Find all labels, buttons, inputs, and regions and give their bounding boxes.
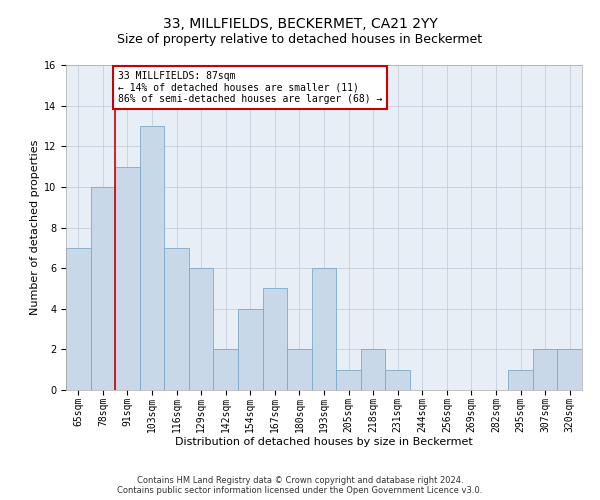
Bar — [361, 350, 385, 390]
Bar — [263, 288, 287, 390]
Text: Contains HM Land Registry data © Crown copyright and database right 2024.
Contai: Contains HM Land Registry data © Crown c… — [118, 476, 482, 495]
Y-axis label: Number of detached properties: Number of detached properties — [30, 140, 40, 315]
Bar — [336, 370, 361, 390]
Text: 33, MILLFIELDS, BECKERMET, CA21 2YY: 33, MILLFIELDS, BECKERMET, CA21 2YY — [163, 18, 437, 32]
Bar — [164, 248, 189, 390]
Bar — [557, 350, 582, 390]
Bar — [238, 308, 263, 390]
Bar — [287, 350, 312, 390]
Text: Size of property relative to detached houses in Beckermet: Size of property relative to detached ho… — [118, 32, 482, 46]
Bar — [91, 187, 115, 390]
Bar — [115, 166, 140, 390]
Bar — [312, 268, 336, 390]
Bar — [385, 370, 410, 390]
Bar — [189, 268, 214, 390]
X-axis label: Distribution of detached houses by size in Beckermet: Distribution of detached houses by size … — [175, 437, 473, 447]
Bar — [66, 248, 91, 390]
Bar — [533, 350, 557, 390]
Bar — [508, 370, 533, 390]
Text: 33 MILLFIELDS: 87sqm
← 14% of detached houses are smaller (11)
86% of semi-detac: 33 MILLFIELDS: 87sqm ← 14% of detached h… — [118, 71, 382, 104]
Bar — [140, 126, 164, 390]
Bar — [214, 350, 238, 390]
